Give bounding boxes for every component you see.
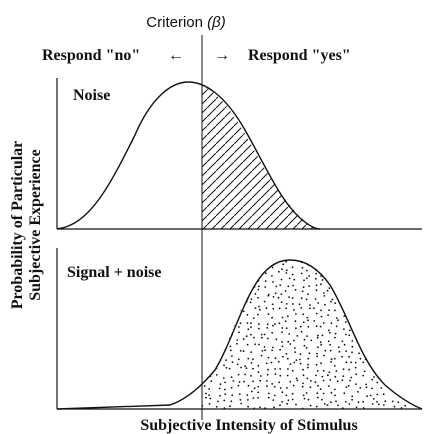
left-arrow-icon: ← — [168, 47, 184, 64]
signal-curve — [56, 259, 423, 410]
respond-yes-label: Respond "yes" — [248, 47, 351, 64]
noise-label: Noise — [73, 87, 110, 104]
y-axis-label: Probability of Particular Subjective Exp… — [9, 141, 44, 310]
signal-dotted-area — [202, 260, 422, 409]
criterion-label: Criterion (β) — [146, 14, 225, 31]
noise-curve — [56, 81, 321, 230]
signal-label: Signal + noise — [67, 264, 161, 281]
y-axis-label-line1: Probability of Particular — [9, 141, 26, 310]
x-axis-label: Subjective Intensity of Stimulus — [140, 417, 357, 434]
right-arrow-icon: → — [214, 47, 230, 64]
respond-no-label: Respond "no" — [42, 47, 140, 64]
noise-hatched-area — [202, 85, 318, 229]
y-axis-label-line2: Subjective Experience — [27, 149, 44, 301]
